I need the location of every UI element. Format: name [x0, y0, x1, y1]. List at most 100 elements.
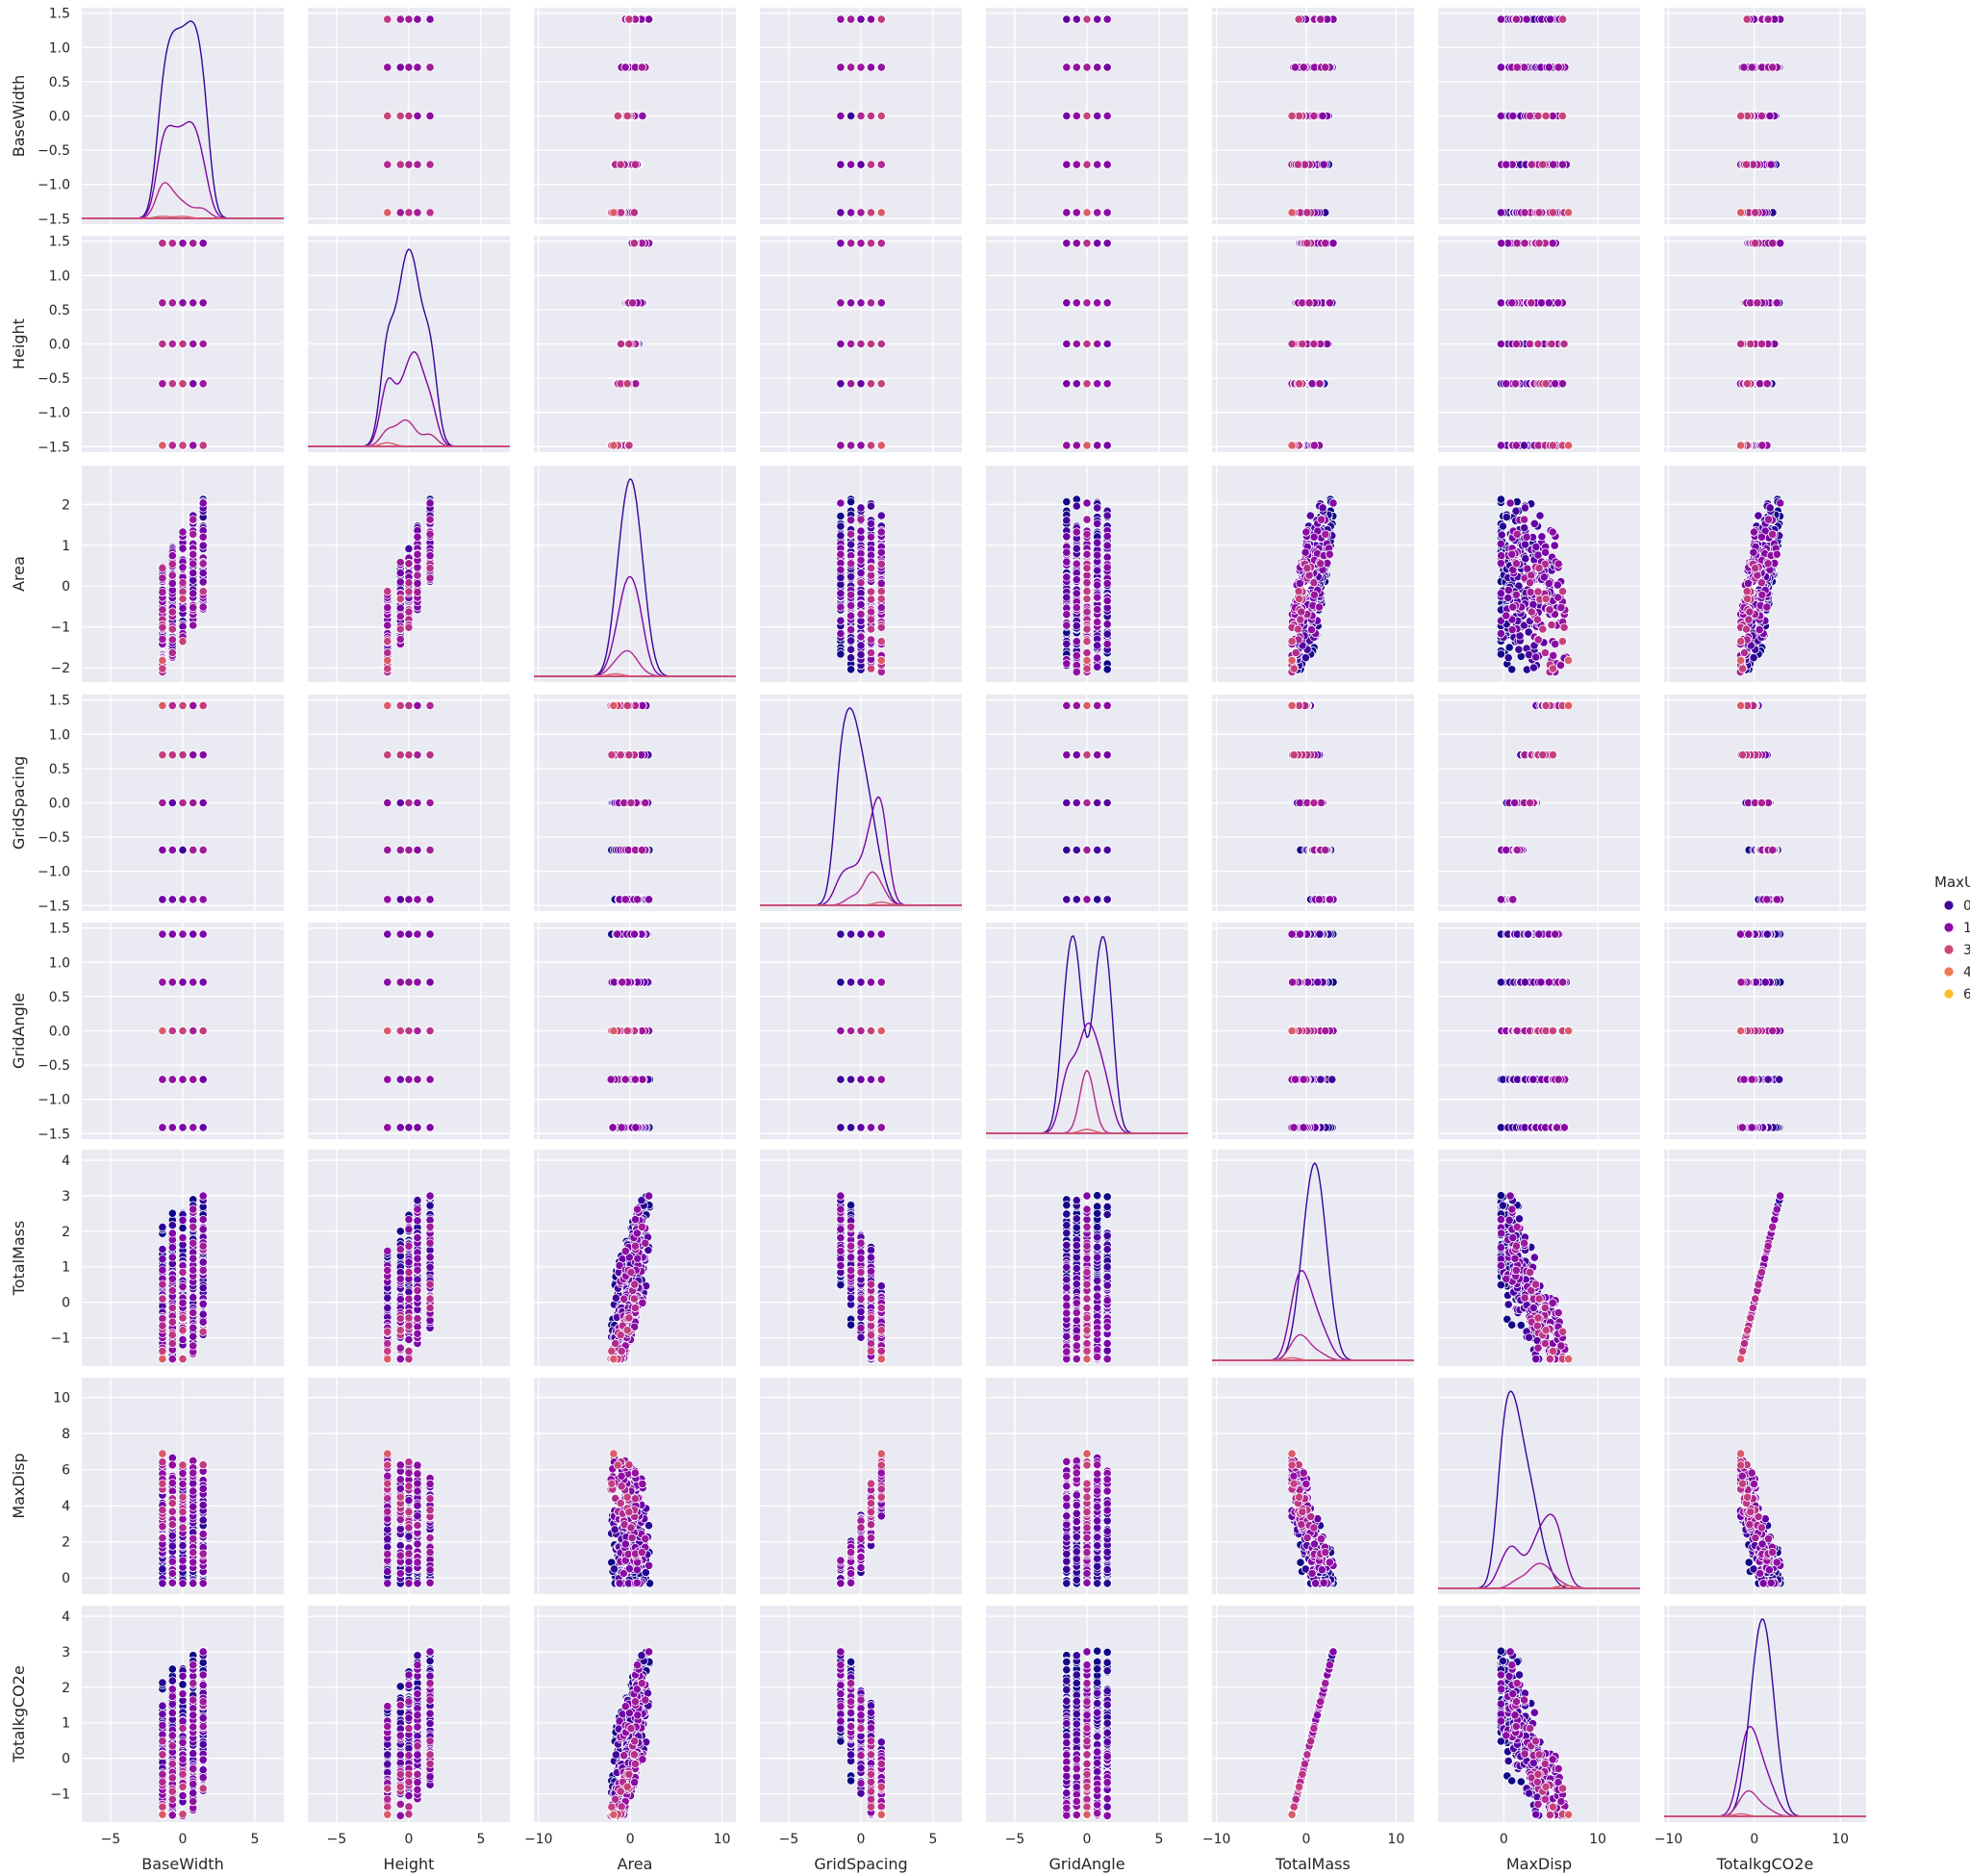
data-point	[158, 298, 167, 308]
data-point	[836, 111, 846, 121]
data-point	[1072, 14, 1081, 24]
data-point	[1321, 63, 1330, 72]
data-point	[425, 14, 435, 24]
data-point	[383, 160, 392, 169]
data-point	[876, 298, 886, 308]
scatter-group	[1496, 14, 1574, 217]
data-point	[876, 441, 886, 450]
data-point	[158, 239, 167, 248]
data-point	[876, 239, 886, 248]
data-point	[876, 14, 886, 24]
data-point	[624, 339, 634, 349]
data-point	[1102, 160, 1112, 169]
data-point	[1082, 239, 1092, 248]
cell-BaseWidth-vs-Area	[534, 8, 736, 224]
data-point	[1751, 208, 1760, 217]
data-point	[167, 339, 177, 349]
data-point	[836, 339, 846, 349]
data-point	[1062, 298, 1072, 308]
data-point	[1093, 63, 1102, 72]
data-point	[866, 339, 876, 349]
data-point	[1093, 111, 1102, 121]
data-point	[638, 111, 647, 121]
data-point	[1072, 239, 1081, 248]
scatter-group	[1062, 239, 1112, 450]
data-point	[1072, 111, 1081, 121]
data-point	[1072, 298, 1081, 308]
data-point	[628, 298, 638, 308]
data-point	[609, 441, 619, 450]
data-point	[613, 111, 622, 121]
data-point	[1512, 63, 1522, 72]
data-point	[198, 379, 208, 389]
data-point	[167, 441, 177, 450]
data-point	[836, 379, 846, 389]
data-point	[1093, 160, 1102, 169]
data-point	[383, 63, 392, 72]
cell-BaseWidth-vs-GridAngle	[986, 8, 1188, 224]
data-point	[836, 14, 846, 24]
data-point	[1765, 111, 1775, 121]
data-point	[1294, 14, 1303, 24]
data-point	[1557, 160, 1568, 169]
data-point	[1741, 160, 1752, 169]
data-point	[1544, 63, 1554, 72]
data-point	[1093, 239, 1102, 248]
data-point	[1287, 111, 1297, 121]
data-point	[1082, 379, 1092, 389]
data-point	[167, 298, 177, 308]
data-point	[620, 63, 630, 72]
data-point	[637, 63, 647, 72]
data-point	[836, 239, 846, 248]
data-point	[1082, 298, 1092, 308]
data-point	[178, 339, 188, 349]
data-point	[383, 14, 392, 24]
data-point	[876, 379, 886, 389]
data-point	[1496, 63, 1506, 72]
data-point	[1302, 208, 1312, 217]
data-point	[158, 379, 167, 389]
data-point	[836, 208, 846, 217]
data-point	[1541, 111, 1551, 121]
data-point	[1102, 63, 1112, 72]
cell-BaseWidth-vs-TotalMass	[1212, 8, 1414, 224]
data-point	[1102, 339, 1112, 349]
data-point	[856, 160, 866, 169]
data-point	[1766, 160, 1776, 169]
data-point	[1739, 63, 1749, 72]
data-point	[1062, 14, 1072, 24]
data-point	[1742, 14, 1752, 24]
data-point	[383, 208, 392, 217]
data-point	[189, 441, 198, 450]
data-point	[856, 298, 866, 308]
data-point	[846, 14, 856, 24]
data-point	[198, 298, 208, 308]
data-point	[846, 208, 856, 217]
cell-Height-vs-TotalMass	[1212, 236, 1414, 452]
data-point	[629, 239, 640, 248]
data-point	[856, 63, 866, 72]
data-point	[1082, 160, 1092, 169]
data-point	[1293, 160, 1303, 169]
data-point	[167, 379, 177, 389]
data-point	[624, 14, 634, 24]
data-point	[1549, 160, 1558, 169]
data-point	[624, 441, 634, 450]
data-point	[846, 160, 856, 169]
data-point	[846, 441, 856, 450]
data-point	[1747, 63, 1756, 72]
data-point	[1763, 14, 1773, 24]
data-point	[1062, 339, 1072, 349]
data-point	[1756, 111, 1767, 121]
scatter-group	[836, 239, 886, 450]
data-point	[1316, 14, 1326, 24]
data-point	[189, 339, 198, 349]
data-point	[644, 14, 654, 24]
data-point	[395, 14, 405, 24]
kde-curve	[82, 215, 284, 219]
data-point	[846, 379, 856, 389]
data-point	[1768, 63, 1778, 72]
data-point	[167, 239, 177, 248]
data-point	[1527, 160, 1536, 169]
